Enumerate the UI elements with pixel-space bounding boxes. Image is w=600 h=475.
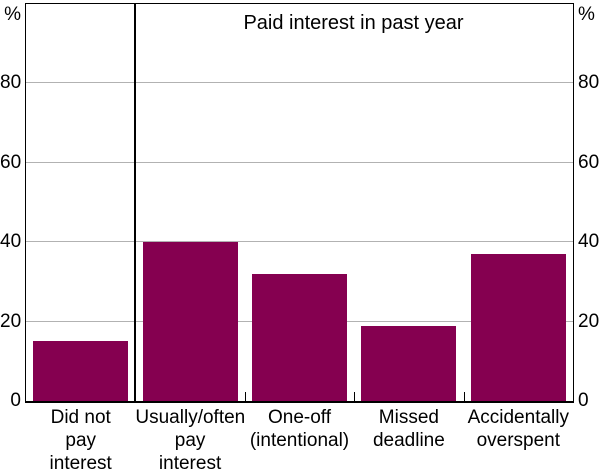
x-category-label: Did not pay interest bbox=[26, 406, 135, 475]
x-axis-tick bbox=[244, 392, 246, 401]
x-category-label-line: One-off bbox=[267, 407, 331, 428]
x-category-label: One-off (intentional) bbox=[245, 406, 354, 452]
chart-title: Paid interest in past year bbox=[243, 12, 464, 34]
x-category-label: Usually/often pay interest bbox=[135, 406, 246, 475]
y-tick-label: 80 bbox=[578, 72, 600, 94]
x-category-label-line: overspent bbox=[476, 430, 561, 451]
bar bbox=[252, 274, 347, 401]
y-tick-label: 20 bbox=[578, 310, 600, 332]
y-tick-label: 20 bbox=[0, 310, 22, 332]
x-category-label-line: (intentional) bbox=[249, 430, 350, 451]
y-tick-label: 40 bbox=[578, 231, 600, 253]
x-category-label-line: interest bbox=[49, 453, 112, 474]
x-category-label-line: deadline bbox=[372, 430, 445, 451]
bar bbox=[142, 242, 238, 401]
y-tick-label: 0 bbox=[10, 390, 21, 411]
x-category-label-line: Accidentally bbox=[467, 407, 569, 428]
gridline bbox=[26, 241, 573, 243]
x-category-label-line: pay bbox=[174, 430, 206, 451]
y-tick-label: 80 bbox=[0, 72, 22, 94]
x-category-label-line: Did not bbox=[50, 407, 111, 428]
gridline bbox=[26, 161, 573, 163]
y-tick-label: 60 bbox=[0, 151, 22, 173]
y-axis-unit-left: % bbox=[4, 4, 21, 25]
x-category-label-line: interest bbox=[158, 453, 222, 474]
y-tick-label: 60 bbox=[578, 151, 600, 173]
x-axis-tick bbox=[463, 392, 465, 401]
x-category-label-line: Usually/often bbox=[135, 407, 246, 428]
x-category-label-line: Missed bbox=[378, 407, 439, 428]
bar bbox=[33, 341, 129, 401]
x-category-label: Missed deadline bbox=[354, 406, 463, 452]
plot-area: Paid interest in past year bbox=[25, 3, 574, 403]
gridline bbox=[26, 82, 573, 84]
x-category-label-line: pay bbox=[65, 430, 97, 451]
bar bbox=[361, 326, 457, 401]
y-axis-unit-right: % bbox=[578, 4, 595, 25]
bar bbox=[470, 254, 566, 401]
y-tick-label: 0 bbox=[578, 390, 589, 411]
y-tick-label: 40 bbox=[0, 231, 22, 253]
section-divider-line bbox=[134, 4, 137, 401]
x-axis-tick bbox=[354, 392, 356, 401]
x-category-label: Accidentally overspent bbox=[464, 406, 573, 452]
